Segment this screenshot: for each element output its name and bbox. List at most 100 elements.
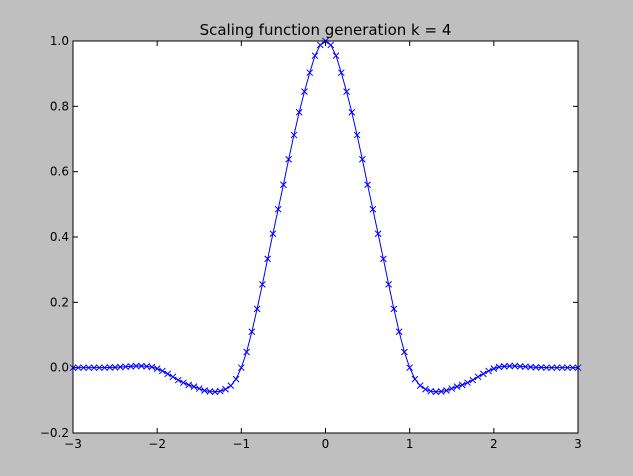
data-point-marker <box>80 364 87 372</box>
series-layer <box>69 37 582 396</box>
data-point-marker <box>180 379 187 387</box>
data-point-marker <box>153 365 161 373</box>
data-point-marker <box>174 376 182 384</box>
data-point-marker <box>85 364 93 372</box>
data-point-marker <box>358 155 366 163</box>
y-tick-label: 1.0 <box>50 34 69 48</box>
data-point-marker <box>169 373 177 381</box>
data-point-marker <box>479 370 487 378</box>
data-point-marker <box>532 363 540 371</box>
x-tick-label: −1 <box>232 437 250 451</box>
data-point-marker <box>385 281 392 288</box>
plot-area <box>73 41 578 433</box>
data-point-marker <box>374 230 382 238</box>
plot-frame <box>72 40 579 434</box>
data-point-marker <box>232 375 240 383</box>
data-point-marker <box>422 385 429 393</box>
data-point-marker <box>353 131 361 139</box>
data-point-marker <box>506 362 513 370</box>
data-point-marker <box>432 388 440 396</box>
data-point-marker <box>316 41 324 49</box>
data-point-marker <box>411 375 419 383</box>
data-point-marker <box>364 181 371 189</box>
data-point-marker <box>111 363 119 371</box>
data-point-marker <box>501 363 508 370</box>
data-point-marker <box>222 385 229 393</box>
y-tick-label: 0.8 <box>50 99 69 113</box>
data-point-marker <box>332 52 340 60</box>
data-point-marker <box>274 205 282 213</box>
x-tick-label: 3 <box>574 437 582 451</box>
data-point-marker <box>159 367 166 375</box>
data-point-marker <box>548 364 556 372</box>
data-point-marker <box>127 363 135 370</box>
y-tick-label: −0.2 <box>40 426 69 440</box>
data-point-marker <box>290 131 298 139</box>
data-point-marker <box>558 364 566 372</box>
data-point-marker <box>406 364 414 372</box>
data-point-marker <box>464 379 471 387</box>
data-point-marker <box>311 52 319 60</box>
data-point-marker <box>185 381 193 389</box>
chart-title: Scaling function generation k = 4 <box>200 21 452 39</box>
data-point-marker <box>516 363 524 370</box>
data-point-marker <box>343 88 350 95</box>
data-point-marker <box>443 387 450 394</box>
data-point-marker <box>401 348 408 356</box>
data-point-marker <box>122 363 129 371</box>
data-point-marker <box>201 387 208 394</box>
data-point-marker <box>395 328 403 336</box>
data-point-marker <box>132 362 140 370</box>
data-point-marker <box>195 385 203 392</box>
data-point-marker <box>306 69 314 77</box>
data-point-marker <box>458 381 466 389</box>
data-point-marker <box>74 364 82 372</box>
data-point-marker <box>369 205 377 213</box>
data-point-marker <box>116 363 124 371</box>
data-point-marker <box>259 281 266 288</box>
data-point-marker <box>237 364 245 372</box>
data-point-marker <box>301 88 308 95</box>
data-point-marker <box>448 385 456 392</box>
data-point-marker <box>453 383 461 390</box>
x-tick-label: −3 <box>64 437 82 451</box>
data-point-marker <box>469 376 477 384</box>
y-tick-label: 0.4 <box>50 230 69 244</box>
data-point-marker <box>90 364 98 372</box>
data-point-marker <box>101 364 108 372</box>
data-point-marker <box>564 364 571 372</box>
x-tick-label: 2 <box>490 437 498 451</box>
data-point-marker <box>416 382 424 389</box>
data-point-marker <box>527 363 535 371</box>
data-point-marker <box>227 382 235 389</box>
data-point-marker <box>390 305 398 313</box>
x-tick-label: 0 <box>322 437 330 451</box>
data-point-marker <box>253 305 261 313</box>
data-point-marker <box>285 155 293 163</box>
y-tick-label: 0.6 <box>50 165 69 179</box>
data-point-marker <box>106 363 114 371</box>
data-point-marker <box>490 365 498 373</box>
data-point-marker <box>537 363 545 371</box>
data-point-marker <box>280 181 287 189</box>
data-point-marker <box>437 388 445 395</box>
data-point-marker <box>248 328 256 336</box>
data-point-marker <box>269 230 277 238</box>
data-point-marker <box>380 255 387 263</box>
data-point-marker <box>295 108 303 116</box>
y-tick-label: 0.2 <box>50 295 69 309</box>
data-point-marker <box>164 370 172 378</box>
data-point-marker <box>485 367 492 375</box>
data-point-marker <box>543 364 550 372</box>
data-point-marker <box>216 387 224 395</box>
data-point-marker <box>522 363 529 371</box>
x-tick-label: 1 <box>406 437 414 451</box>
data-point-marker <box>327 41 335 49</box>
x-tick-label: −2 <box>148 437 166 451</box>
data-point-marker <box>264 255 271 263</box>
data-point-marker <box>95 364 103 372</box>
data-point-marker <box>190 383 198 390</box>
data-point-marker <box>138 362 145 370</box>
